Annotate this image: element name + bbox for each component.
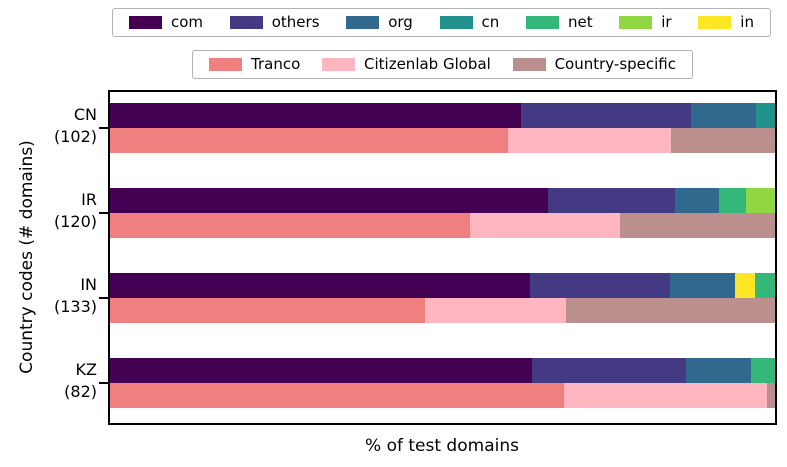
y-tick-label-ir: IR (120) bbox=[0, 189, 97, 233]
bar-segment-citizenlab-global bbox=[507, 128, 671, 153]
bar-segment-tranco bbox=[110, 298, 426, 323]
bar-segment-citizenlab-global bbox=[470, 213, 621, 238]
y-tick-kz bbox=[99, 382, 108, 384]
bar-segment-citizenlab-global bbox=[564, 383, 767, 408]
legend-label: Country-specific bbox=[554, 55, 676, 73]
bar-segment-country-specific bbox=[767, 383, 775, 408]
legend-label: Tranco bbox=[251, 55, 301, 73]
country-code: IN bbox=[80, 275, 97, 294]
com-swatch bbox=[129, 16, 162, 29]
bar-segment-ir bbox=[745, 188, 775, 213]
kz-tld-bar bbox=[110, 358, 775, 383]
country-code: IR bbox=[81, 190, 97, 209]
domain-count: (82) bbox=[64, 382, 97, 401]
cn-list-bar bbox=[110, 128, 775, 153]
legend-label: com bbox=[171, 13, 204, 31]
bar-segment-org bbox=[690, 103, 756, 128]
ir-tld-bar bbox=[110, 188, 775, 213]
domain-count: (120) bbox=[53, 212, 97, 231]
bar-segment-com bbox=[110, 358, 532, 383]
tld-legend-item-in: in bbox=[698, 15, 754, 30]
bar-segment-net bbox=[751, 358, 775, 383]
kz-list-bar bbox=[110, 383, 775, 408]
bar-segment-com bbox=[110, 103, 521, 128]
tld-legend-item-others: others bbox=[229, 13, 320, 31]
bar-segment-tranco bbox=[110, 128, 508, 153]
y-axis-title: Country codes (# domains) bbox=[17, 140, 37, 374]
bar-segment-others bbox=[530, 273, 670, 298]
bar-segment-com bbox=[110, 188, 548, 213]
tld-legend: com others org cn net ir in bbox=[112, 8, 771, 37]
legend-label: Citizenlab Global bbox=[364, 55, 491, 73]
y-tick-label-in: IN (133) bbox=[0, 274, 97, 318]
in-list-bar bbox=[110, 298, 775, 323]
in-tld-bar bbox=[110, 273, 775, 298]
bar-segment-in bbox=[735, 273, 755, 298]
ir-list-bar bbox=[110, 213, 775, 238]
in-swatch bbox=[698, 16, 732, 29]
bar-segment-net bbox=[719, 188, 746, 213]
ir-swatch bbox=[619, 16, 653, 29]
tld-legend-item-ir: ir bbox=[619, 13, 672, 31]
legend-label: cn bbox=[481, 13, 500, 31]
legend-label: org bbox=[388, 13, 413, 31]
bar-segment-net bbox=[755, 273, 775, 298]
bar-segment-cn bbox=[755, 103, 775, 128]
y-tick-label-kz: KZ (82) bbox=[0, 359, 97, 403]
bar-segment-citizenlab-global bbox=[425, 298, 566, 323]
bar-segment-org bbox=[675, 188, 720, 213]
citizenlab-global-swatch bbox=[322, 58, 356, 71]
bar-segment-tranco bbox=[110, 213, 471, 238]
tld-legend-item-org: org bbox=[346, 15, 413, 30]
others-swatch bbox=[229, 16, 263, 29]
list-legend-item-tranco: Tranco bbox=[209, 57, 300, 72]
domain-count: (102) bbox=[53, 127, 97, 146]
bar-segment-country-specific bbox=[565, 298, 775, 323]
bar-segment-org bbox=[685, 358, 752, 383]
legend-label: ir bbox=[661, 13, 672, 31]
domain-count: (133) bbox=[53, 297, 97, 316]
country-specific-swatch bbox=[512, 58, 546, 71]
bar-segment-com bbox=[110, 273, 531, 298]
tld-legend-item-cn: cn bbox=[439, 13, 500, 31]
list-legend-item-citizenlab-global: Citizenlab Global bbox=[322, 57, 491, 72]
plot-area bbox=[108, 90, 777, 425]
cn-swatch bbox=[439, 16, 473, 29]
country-code: KZ bbox=[75, 360, 97, 379]
bar-segment-tranco bbox=[110, 383, 565, 408]
tld-legend-item-net: net bbox=[525, 13, 593, 31]
bar-segment-others bbox=[547, 188, 676, 213]
legend-label: others bbox=[271, 13, 320, 31]
tld-legend-item-com: com bbox=[129, 15, 203, 30]
org-swatch bbox=[346, 16, 380, 29]
y-tick-in bbox=[99, 297, 108, 299]
list-legend-item-country-specific: Country-specific bbox=[512, 55, 676, 73]
tranco-swatch bbox=[209, 58, 242, 71]
cn-tld-bar bbox=[110, 103, 775, 128]
bar-segment-others bbox=[520, 103, 691, 128]
bar-segment-others bbox=[531, 358, 686, 383]
legend-label: in bbox=[740, 13, 754, 31]
net-swatch bbox=[525, 16, 559, 29]
bar-segment-country-specific bbox=[620, 213, 775, 238]
testlist-legend: Tranco Citizenlab Global Country-specific bbox=[192, 50, 693, 79]
y-tick-ir bbox=[99, 212, 108, 214]
legend-label: net bbox=[567, 13, 593, 31]
country-code: CN bbox=[73, 105, 97, 124]
bar-segment-country-specific bbox=[670, 128, 775, 153]
y-tick-cn bbox=[99, 127, 108, 129]
y-tick-label-cn: CN (102) bbox=[0, 104, 97, 148]
bar-segment-org bbox=[669, 273, 736, 298]
x-axis-title: % of test domains bbox=[365, 436, 519, 456]
